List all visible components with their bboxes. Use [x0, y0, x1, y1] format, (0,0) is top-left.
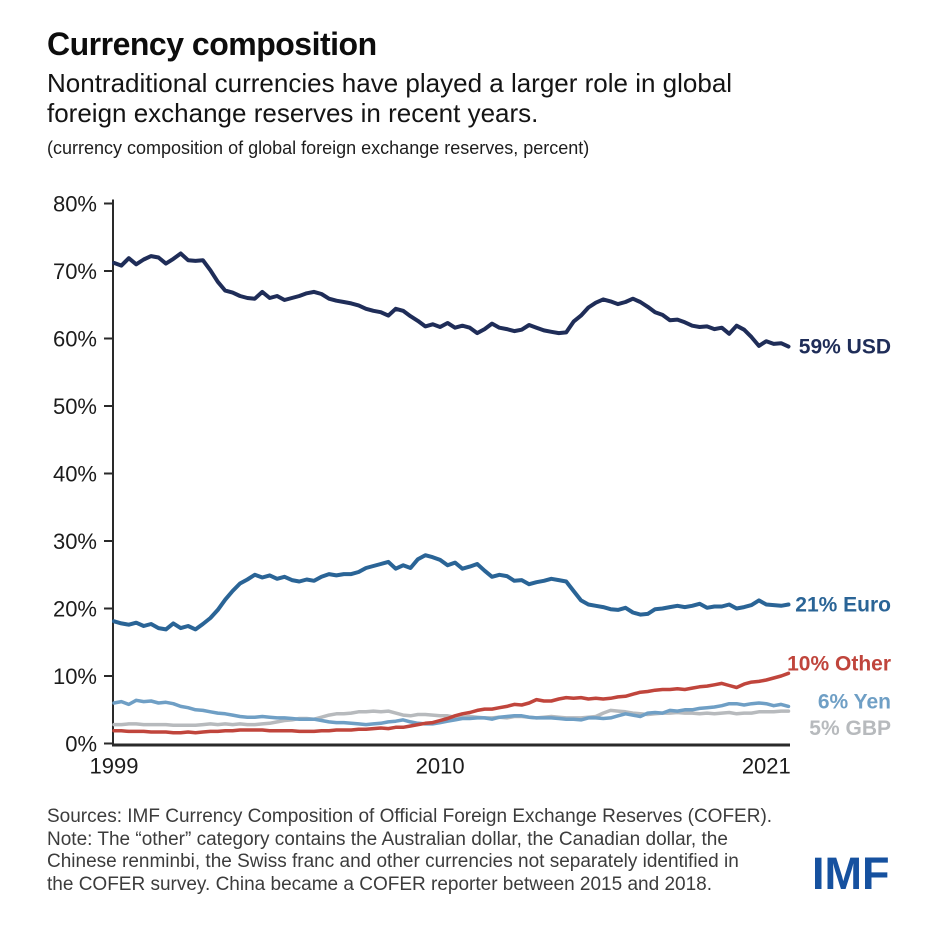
- chart-axis-note: (currency composition of global foreign …: [47, 138, 590, 158]
- chart-subtitle: Nontraditional currencies have played a …: [47, 68, 732, 128]
- y-axis-tick-label: 30%: [53, 529, 97, 554]
- x-axis-tick-label: 2021: [742, 754, 791, 779]
- source-note-line-1: Sources: IMF Currency Composition of Off…: [47, 806, 773, 827]
- chart-title: Currency composition: [47, 26, 377, 62]
- source-note-line-2: Note: The “other” category contains the …: [47, 828, 728, 850]
- x-axis-tick-label: 2010: [416, 754, 465, 779]
- chart-subtitle-line-1: Nontraditional currencies have played a …: [47, 68, 733, 98]
- y-axis-tick-label: 80%: [53, 192, 97, 217]
- y-axis-tick-label: 50%: [53, 394, 97, 419]
- series-line-yen: [112, 698, 791, 727]
- source-note-line-4: the COFER survey. China became a COFER r…: [47, 873, 712, 895]
- series-line-gbp: [112, 708, 791, 728]
- x-axis-tick-label: 1999: [90, 754, 139, 779]
- y-axis-tick-label: 70%: [53, 259, 97, 284]
- imf-logo: IMF: [812, 848, 890, 899]
- y-axis-tick-label: 60%: [53, 327, 97, 352]
- series-label-other: 10% Other: [787, 652, 891, 675]
- y-axis-tick-label: 0%: [65, 732, 97, 757]
- series-label-yen: 6% Yen: [818, 690, 891, 713]
- series-label-euro: 21% Euro: [795, 593, 891, 616]
- chart-subtitle-line-2: foreign exchange reserves in recent year…: [47, 98, 539, 128]
- series-line-other: [112, 671, 791, 735]
- series-label-gbp: 5% GBP: [809, 717, 891, 740]
- y-axis-tick-label: 40%: [53, 462, 97, 487]
- source-note-line-3: Chinese renminbi, the Swiss franc and ot…: [47, 851, 739, 872]
- series-label-usd: 59% USD: [799, 336, 891, 359]
- y-axis-tick-label: 20%: [53, 597, 97, 622]
- series-line-euro: [112, 553, 791, 632]
- series-line-usd: [112, 251, 791, 349]
- source-note: Sources: IMF Currency Composition of Off…: [47, 806, 787, 896]
- y-axis-tick-label: 10%: [53, 664, 97, 689]
